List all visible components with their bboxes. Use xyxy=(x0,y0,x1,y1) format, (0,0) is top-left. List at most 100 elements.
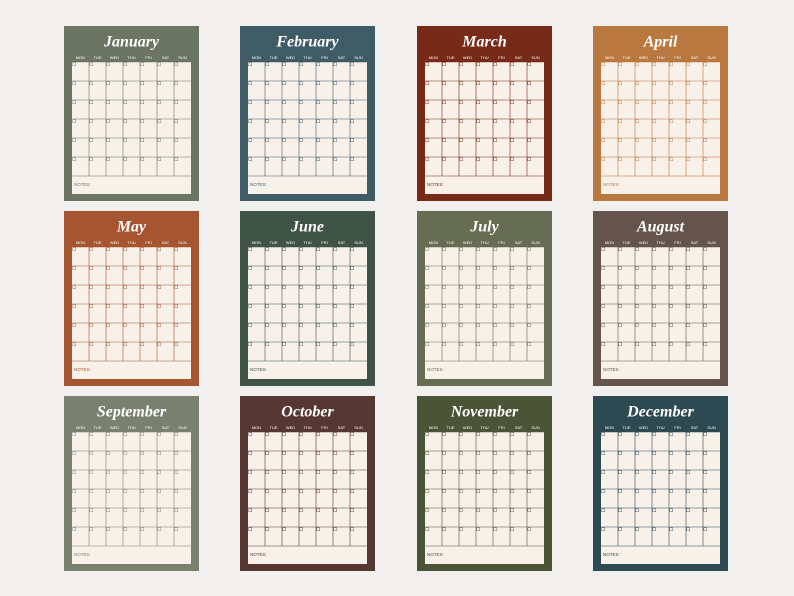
day-label: MON xyxy=(76,55,85,60)
date-box xyxy=(618,157,622,162)
notes-label: NOTES: xyxy=(427,552,444,557)
date-box xyxy=(265,247,269,252)
date-box xyxy=(106,119,111,124)
date-box xyxy=(248,451,253,455)
day-label: TUE xyxy=(623,55,631,60)
date-box xyxy=(333,432,337,436)
date-box xyxy=(510,451,514,455)
date-box xyxy=(299,100,303,105)
date-box xyxy=(703,342,707,346)
date-box xyxy=(669,470,673,474)
date-box xyxy=(635,138,639,143)
date-box xyxy=(123,470,128,474)
date-box xyxy=(89,266,94,270)
date-box xyxy=(123,508,128,512)
day-label: SAT xyxy=(162,55,170,60)
date-box xyxy=(316,470,320,474)
date-box xyxy=(248,157,253,162)
date-box xyxy=(686,81,690,86)
date-box xyxy=(248,247,253,252)
date-box xyxy=(425,323,429,327)
notes-label: NOTES: xyxy=(250,552,267,557)
date-box xyxy=(316,508,320,512)
date-box xyxy=(510,470,514,474)
date-box xyxy=(703,432,707,436)
date-box xyxy=(282,451,286,455)
month-title: May xyxy=(116,219,147,236)
day-label: FRI xyxy=(145,240,151,245)
date-box xyxy=(72,157,77,162)
date-box xyxy=(635,342,639,346)
month-card: April MON TUE WED THU FRI SAT SUN NOTES: xyxy=(593,26,728,201)
date-box xyxy=(72,138,77,143)
date-box xyxy=(476,138,480,143)
date-box xyxy=(282,342,286,346)
date-box xyxy=(493,100,497,105)
day-label: THU xyxy=(480,240,488,245)
day-label: SAT xyxy=(515,425,523,430)
date-box xyxy=(174,304,179,308)
date-box xyxy=(618,508,622,512)
date-box xyxy=(174,62,179,66)
date-box xyxy=(140,451,145,455)
date-box xyxy=(601,157,605,162)
calendar-panel xyxy=(72,247,191,379)
date-box xyxy=(89,342,94,346)
date-box xyxy=(123,304,128,308)
date-box xyxy=(686,432,690,436)
calendar-panel xyxy=(425,432,544,564)
date-box xyxy=(703,247,707,252)
calendar-panel xyxy=(425,62,544,194)
date-box xyxy=(652,157,656,162)
date-box xyxy=(89,527,94,531)
day-label: SAT xyxy=(338,55,346,60)
date-box xyxy=(157,323,162,327)
day-label: TUE xyxy=(447,425,455,430)
date-box xyxy=(493,157,497,162)
date-box xyxy=(601,323,605,327)
date-box xyxy=(248,285,253,289)
month-title: February xyxy=(275,34,339,51)
date-box xyxy=(333,100,337,105)
date-box xyxy=(316,489,320,493)
day-label: FRI xyxy=(674,240,680,245)
date-box xyxy=(459,266,463,270)
date-box xyxy=(459,489,463,493)
day-label: THU xyxy=(480,425,488,430)
notes-label: NOTES: xyxy=(427,182,444,187)
date-box xyxy=(140,81,145,86)
date-box xyxy=(157,451,162,455)
date-box xyxy=(157,470,162,474)
month-title: June xyxy=(290,219,324,236)
date-box xyxy=(425,100,429,105)
date-box xyxy=(123,527,128,531)
month-card: September MON TUE WED THU FRI SAT SUN NOTES: xyxy=(64,396,199,571)
date-box xyxy=(493,323,497,327)
date-box xyxy=(350,489,354,493)
date-box xyxy=(510,119,514,124)
date-box xyxy=(703,119,707,124)
date-box xyxy=(618,62,622,66)
date-box xyxy=(157,119,162,124)
month-card: January MON TUE WED THU FRI SAT SUN NOTES: xyxy=(64,26,199,201)
date-box xyxy=(459,432,463,436)
day-label: SAT xyxy=(338,425,346,430)
date-box xyxy=(425,285,429,289)
date-box xyxy=(72,527,77,531)
month-card: October MON TUE WED THU FRI SAT SUN NOTES: xyxy=(240,396,375,571)
date-box xyxy=(316,285,320,289)
date-box xyxy=(123,489,128,493)
date-box xyxy=(527,138,531,143)
date-box xyxy=(140,432,145,436)
date-box xyxy=(601,247,605,252)
date-box xyxy=(669,247,673,252)
day-label: SUN xyxy=(531,425,540,430)
date-box xyxy=(493,62,497,66)
date-box xyxy=(510,157,514,162)
date-box xyxy=(652,342,656,346)
date-box xyxy=(601,138,605,143)
month-card: May MON TUE WED THU FRI SAT SUN NOTES: xyxy=(64,211,199,386)
day-label: THU xyxy=(480,55,488,60)
date-box xyxy=(652,508,656,512)
date-box xyxy=(123,62,128,66)
